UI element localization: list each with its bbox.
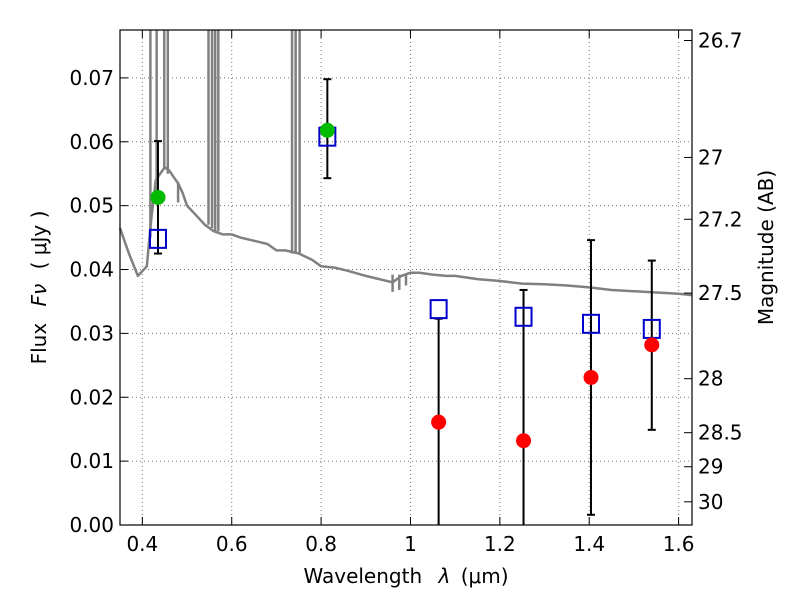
observed-points [150,122,660,449]
marginal-point [644,337,660,353]
x-tick-label: 1 [404,532,417,556]
x-axis-title-unit: (μm) [461,564,509,588]
magnitude-tick-label: 29 [698,455,723,479]
y-tick-label: 0.00 [69,513,114,537]
marginal-point [583,369,599,385]
model-spectrum [118,30,693,297]
marginal-point [516,433,532,449]
y-tick-label: 0.07 [69,66,114,90]
y-tick-label: 0.05 [69,194,114,218]
emission-spikes [149,30,408,292]
model-photometry-point [148,228,167,249]
y-axis-ticks: 0.00 0.01 0.02 0.03 0.04 0.05 0.06 0.07 [69,66,128,537]
x-axis-title-lambda: λ [438,564,451,588]
x-axis-title-prefix: Wavelength [303,564,422,588]
model-photometry-point [514,306,533,327]
model-photometry-point [582,313,601,334]
y-axis-title-unit: ( μJy ) [27,211,51,270]
x-axis-title: Wavelength λ (μm) [303,564,508,588]
marginal-point [431,414,447,430]
x-axis-ticks: 0.4 0.6 0.8 1 1.2 1.4 1.6 [126,30,695,556]
x-tick-label: 0.8 [305,532,337,556]
model-photometry-point [429,299,448,320]
y-axis-title-prefix: Flux [27,323,51,365]
detection-point [150,189,166,205]
magnitude-tick-label: 28 [698,367,723,391]
plot-frame [119,29,693,526]
magnitude-tick-label: 27.5 [698,281,743,305]
x-tick-label: 1.6 [663,532,695,556]
y-tick-label: 0.02 [69,385,114,409]
x-tick-label: 1.2 [484,532,516,556]
magnitude-axis-ticks: 26.7 27 27.2 27.5 28 28.5 29 30 [684,28,743,514]
x-tick-label: 0.6 [216,532,248,556]
magnitude-tick-label: 27.2 [698,207,743,231]
error-bars [153,78,656,525]
detection-point [319,122,335,138]
x-tick-label: 0.4 [126,532,158,556]
model-photometry-squares [148,126,661,339]
magnitude-axis-title: Magnitude (AB) [754,170,778,325]
y-tick-label: 0.06 [69,130,114,154]
y-axis-title-symbol: Fν [27,284,51,307]
y-tick-label: 0.01 [69,449,114,473]
y-tick-label: 0.03 [69,321,114,345]
magnitude-tick-label: 30 [698,490,723,514]
magnitude-tick-label: 28.5 [698,421,743,445]
x-tick-label: 1.4 [573,532,605,556]
magnitude-tick-label: 26.7 [698,28,743,52]
y-axis-title: Flux Fν ( μJy ) [27,211,51,365]
y-tick-label: 0.04 [69,258,114,282]
magnitude-tick-label: 27 [698,145,723,169]
